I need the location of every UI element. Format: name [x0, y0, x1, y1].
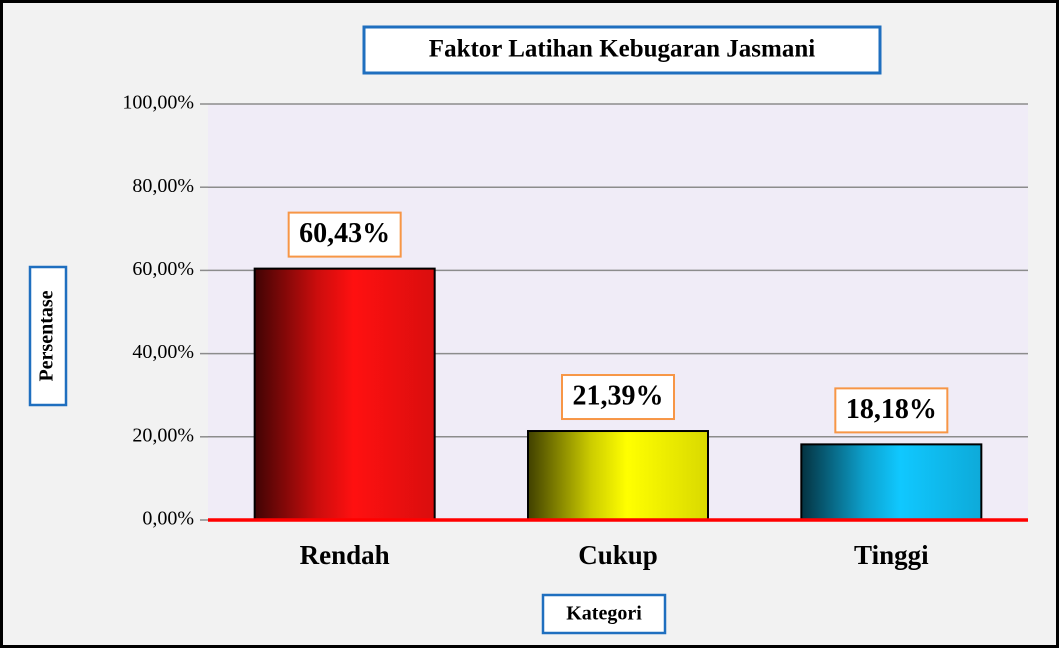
x-tick-label: Cukup: [578, 540, 658, 570]
y-tick-label: 20,00%: [132, 424, 194, 446]
y-label-box: [28, 265, 68, 407]
value-label: 21,39%: [573, 380, 664, 411]
x-tick-label: Tinggi: [854, 540, 929, 570]
chart-title: Faktor Latihan Kebugaran Jasmani: [429, 36, 815, 63]
value-label-box: [561, 374, 675, 421]
value-label-box: [834, 387, 949, 434]
bar: [253, 267, 436, 521]
bar: [800, 443, 983, 521]
y-tick-label: 80,00%: [132, 175, 194, 197]
value-label: 60,43%: [299, 218, 390, 249]
value-label: 18,18%: [846, 394, 937, 425]
y-tick-label: 100,00%: [122, 92, 194, 114]
value-label-box: [287, 211, 402, 258]
y-tick-label: 0,00%: [142, 508, 194, 530]
title-box: [362, 25, 882, 75]
x-tick-label: Rendah: [300, 540, 390, 570]
y-tick-label: 40,00%: [132, 341, 194, 363]
y-axis-label: Persentase: [36, 290, 58, 381]
x-label-box: [541, 593, 667, 635]
y-tick-label: 60,00%: [132, 258, 194, 280]
x-axis-label: Kategori: [566, 603, 642, 625]
bar: [527, 430, 709, 522]
